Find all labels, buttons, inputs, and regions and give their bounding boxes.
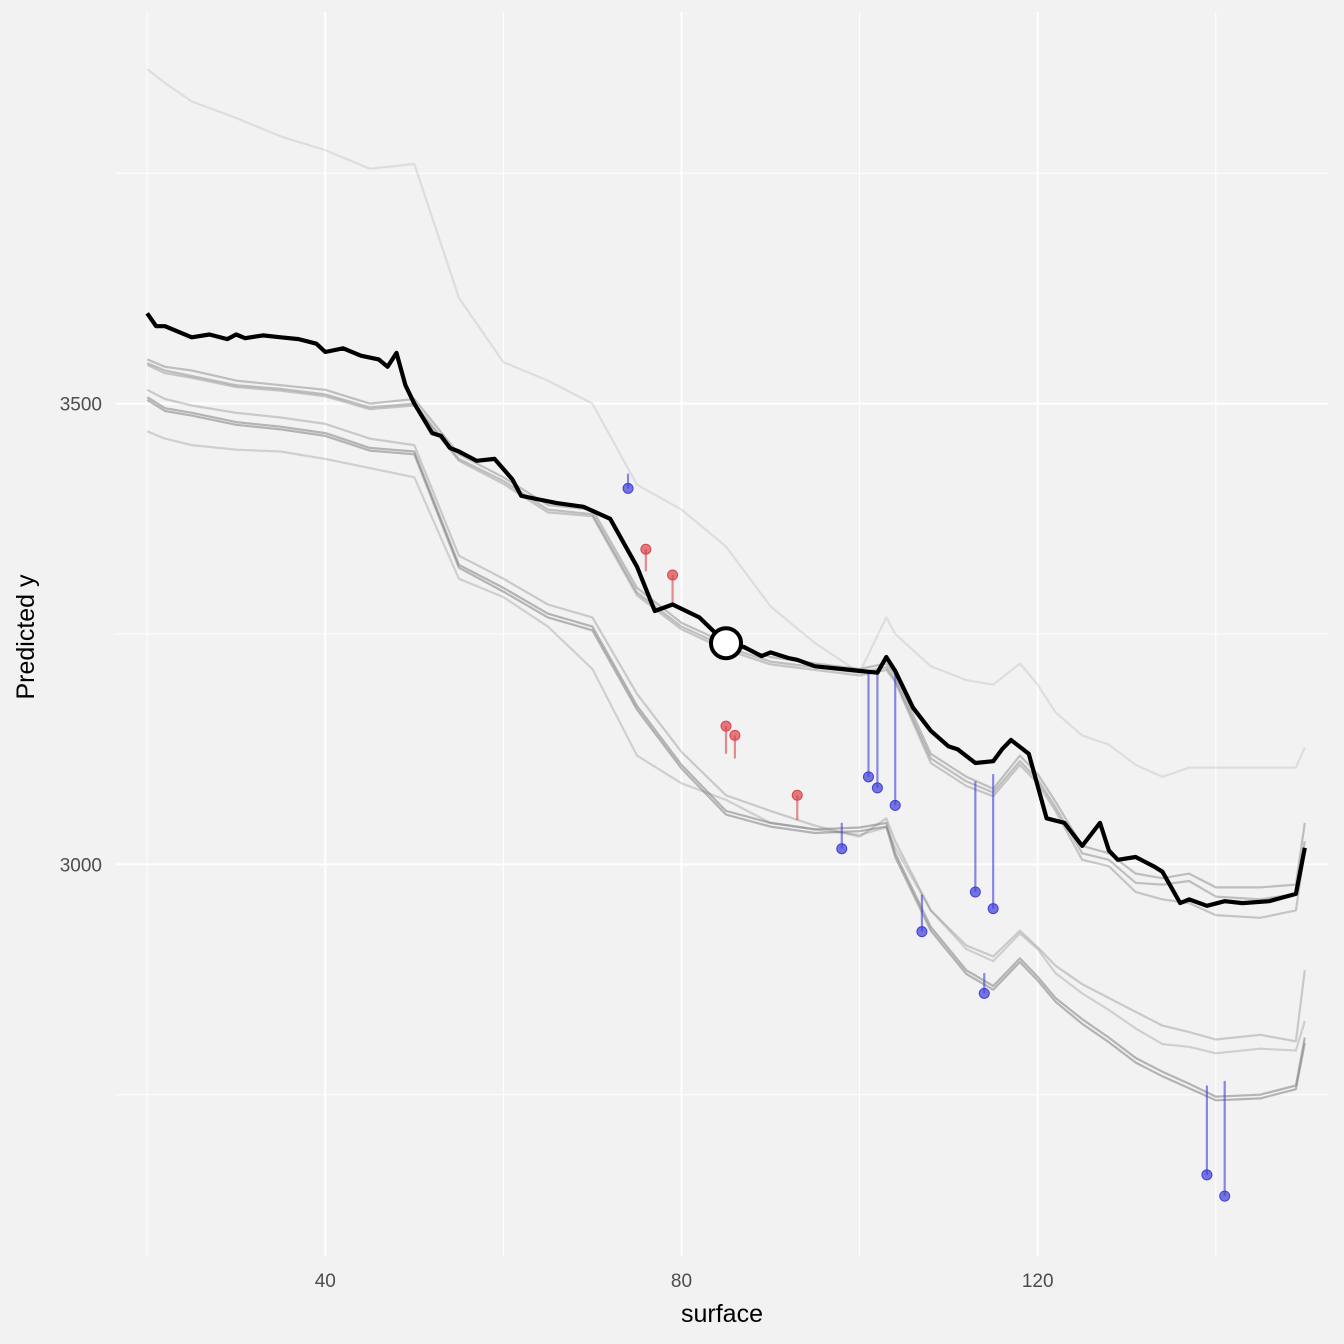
residual-point bbox=[862, 771, 874, 783]
highlight-ice-line bbox=[145, 312, 1307, 908]
ice-line bbox=[146, 398, 1306, 1102]
residual-point bbox=[836, 843, 848, 855]
y-axis-title: Predicted y bbox=[12, 574, 40, 700]
residual-point bbox=[871, 782, 883, 794]
x-axis-tick-labels: 40 80 120 bbox=[315, 1271, 1054, 1292]
residual-point bbox=[916, 926, 928, 938]
residual-point bbox=[987, 903, 999, 915]
residual-point bbox=[889, 799, 901, 811]
residual-point bbox=[720, 720, 732, 732]
x-tick-label: 120 bbox=[1022, 1271, 1054, 1292]
highlight-line-group bbox=[145, 312, 1307, 908]
residual-point bbox=[640, 543, 652, 555]
x-axis-title: surface bbox=[681, 1300, 763, 1328]
y-axis-tick-labels: 3000 3500 bbox=[60, 395, 102, 877]
ice-line bbox=[146, 388, 1306, 1043]
ice-line bbox=[146, 363, 1306, 919]
highlight-point bbox=[709, 626, 744, 661]
residual-segments bbox=[622, 473, 1231, 1202]
ice-line bbox=[146, 430, 1306, 1055]
residual-point bbox=[1219, 1190, 1231, 1202]
major-gridlines bbox=[116, 12, 1328, 1256]
x-tick-label: 40 bbox=[315, 1271, 336, 1292]
residual-point bbox=[622, 482, 634, 494]
residual-point bbox=[1201, 1169, 1213, 1181]
residual-point bbox=[978, 987, 990, 999]
residual-point bbox=[791, 789, 803, 801]
residual-point bbox=[729, 729, 741, 741]
y-tick-label: 3000 bbox=[60, 855, 102, 876]
y-tick-label: 3500 bbox=[60, 395, 102, 416]
ice-line bbox=[146, 396, 1306, 1098]
residual-point bbox=[969, 886, 981, 898]
residual-point bbox=[667, 569, 679, 581]
x-tick-label: 80 bbox=[671, 1271, 692, 1292]
